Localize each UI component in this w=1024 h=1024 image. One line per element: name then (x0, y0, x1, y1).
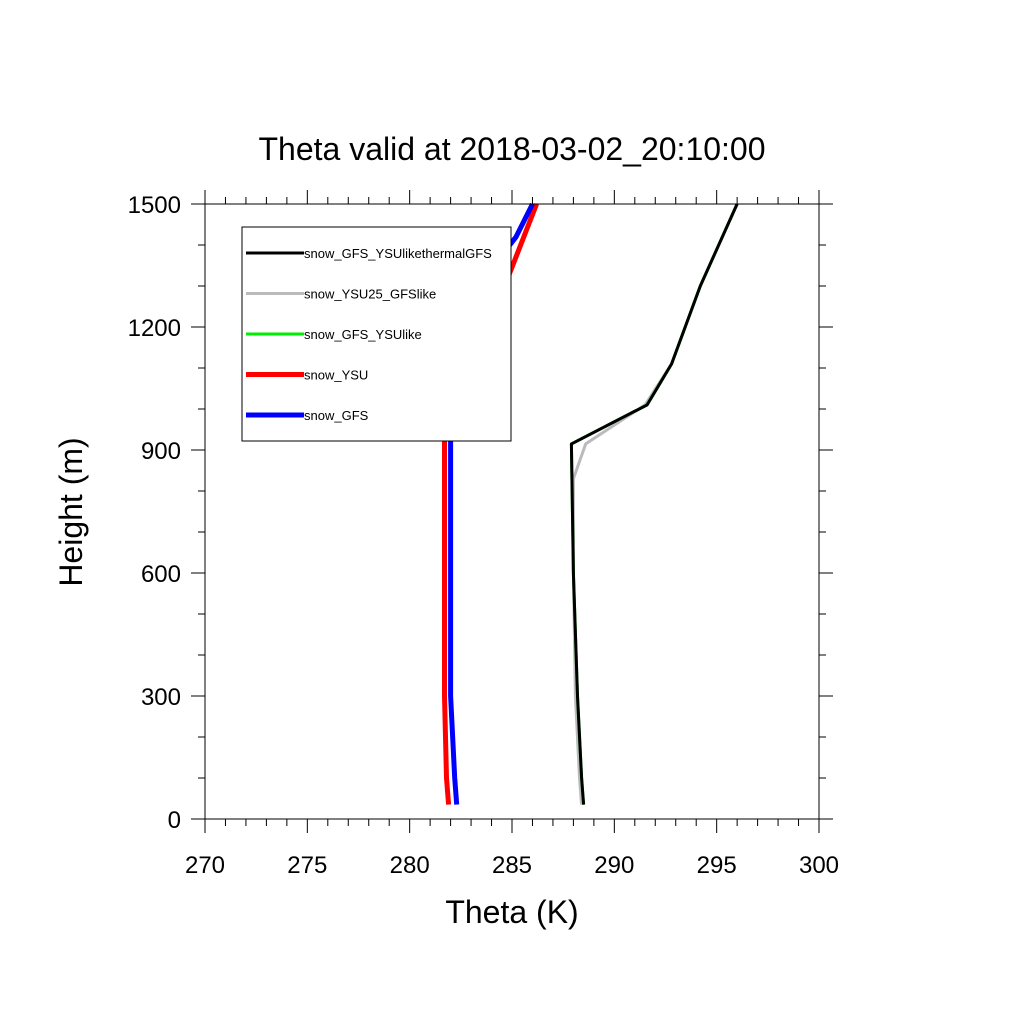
x-tick-label: 300 (799, 852, 839, 879)
y-tick-label: 1500 (128, 192, 181, 219)
x-tick-label: 270 (185, 852, 225, 879)
x-tick-label: 295 (697, 852, 737, 879)
legend-label: snow_GFS_YSUlikethermalGFS (304, 246, 492, 261)
legend-label: snow_GFS (304, 408, 369, 423)
legend: snow_GFS_YSUlikethermalGFS snow_YSU25_GFS… (241, 226, 512, 442)
y-axis-label: Height (m) (53, 437, 89, 586)
x-tick-label: 275 (287, 852, 327, 879)
y-tick-label: 900 (141, 438, 181, 465)
x-axis-label: Theta (K) (445, 894, 578, 930)
x-tick-label: 280 (390, 852, 430, 879)
y-tick-label: 1200 (128, 315, 181, 342)
legend-label: snow_YSU25_GFSlike (304, 287, 436, 302)
plot-frame (204, 203, 820, 820)
legend-label: snow_YSU (304, 368, 368, 383)
axis-ticks: 270 275 280 285 290 295 300 0 300 600 900 1200 1500 (128, 190, 839, 879)
x-tick-label: 285 (492, 852, 532, 879)
legend-label: snow_GFS_YSUlike (304, 327, 422, 342)
y-tick-label: 600 (141, 561, 181, 588)
y-tick-label: 0 (168, 807, 181, 834)
y-tick-label: 300 (141, 684, 181, 711)
chart-title: Theta valid at 2018-03-02_20:10:00 (258, 131, 765, 167)
series-line-snow_GFS_YSUlike (569, 203, 739, 805)
x-tick-label: 290 (594, 852, 634, 879)
series-line-snow_YSU25_GFSlike (571, 203, 739, 805)
series-line-snow_GFS_YSUlikethermalGFS (569, 203, 739, 805)
